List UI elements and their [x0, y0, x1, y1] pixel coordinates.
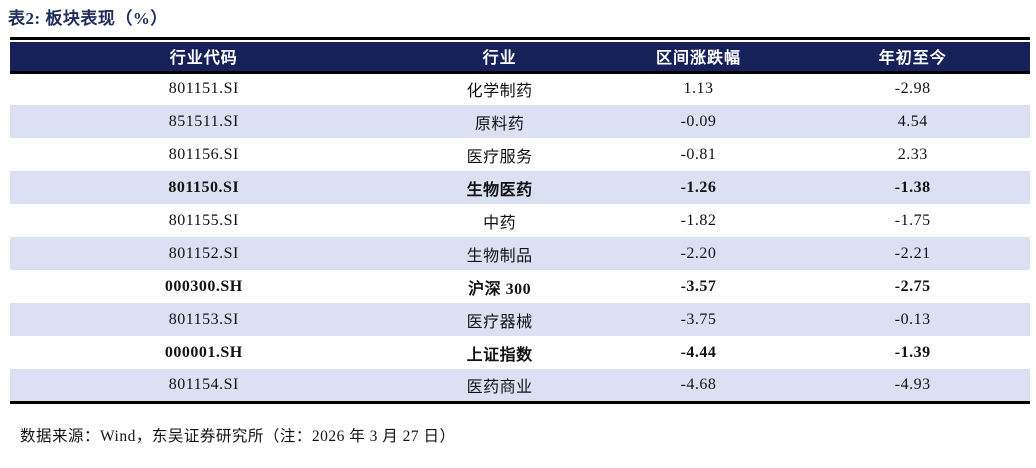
cell-ytd: -4.93 [894, 375, 931, 393]
table-title: 表2: 板块表现（%） [8, 9, 168, 28]
cell-industry: 生物制品 [466, 247, 533, 265]
cell-interval-change: -3.75 [680, 310, 717, 328]
cell-ytd: -1.75 [894, 211, 931, 229]
cell-ytd: -2.21 [894, 244, 931, 262]
cell-industry-code: 801155.SI [168, 211, 239, 229]
cell-industry-code: 801150.SI [168, 178, 240, 196]
cell-interval-change: 1.13 [683, 80, 714, 98]
table-header-row: 行业代码 行业 区间涨跌幅 年初至今 [10, 42, 1030, 74]
data-source-note: 数据来源：Wind，东吴证券研究所（注：2026 年 3 月 27 日） [20, 427, 456, 445]
cell-industry: 沪深 300 [468, 280, 532, 298]
cell-industry-code: 801153.SI [168, 310, 239, 328]
cell-interval-change: -1.26 [680, 178, 717, 196]
cell-industry-code: 801151.SI [168, 80, 239, 98]
sector-performance-table: 行业代码 行业 区间涨跌幅 年初至今 801151.SI 化学制药 1.13 -… [10, 42, 1030, 404]
cell-ytd: 4.54 [897, 112, 928, 130]
cell-interval-change: -1.82 [680, 211, 717, 229]
cell-interval-change: -0.09 [680, 112, 717, 130]
cell-industry-code: 801154.SI [168, 375, 239, 393]
cell-ytd: -0.13 [894, 310, 931, 328]
cell-industry-code: 801156.SI [168, 145, 239, 163]
cell-industry-code: 000300.SH [164, 277, 243, 295]
cell-industry-code: 851511.SI [168, 112, 239, 130]
table-top-rule-gap [10, 40, 1030, 42]
cell-industry: 医疗服务 [466, 148, 533, 166]
cell-ytd: 2.33 [897, 145, 928, 163]
table-row-emphasized: 000300.SH 沪深 300 -3.57 -2.75 [10, 270, 1030, 303]
cell-ytd: -2.75 [894, 277, 931, 295]
table-row: 801154.SI 医药商业 -4.68 -4.93 [10, 369, 1030, 402]
table-row: 801152.SI 生物制品 -2.20 -2.21 [10, 237, 1030, 270]
table-row: 801151.SI 化学制药 1.13 -2.98 [10, 72, 1030, 105]
table-row: 801156.SI 医疗服务 -0.81 2.33 [10, 138, 1030, 171]
cell-industry: 原料药 [474, 115, 525, 133]
cell-ytd: -1.39 [894, 343, 931, 361]
table-body: 801151.SI 化学制药 1.13 -2.98 851511.SI 原料药 … [10, 72, 1030, 402]
column-header-industry-code: 行业代码 [10, 42, 398, 74]
column-header-industry: 行业 [397, 42, 602, 74]
cell-industry: 上证指数 [466, 346, 533, 364]
table-row-emphasized: 000001.SH 上证指数 -4.44 -1.39 [10, 336, 1030, 369]
cell-industry: 医疗器械 [466, 313, 533, 331]
cell-interval-change: -3.57 [680, 277, 717, 295]
cell-ytd: -2.98 [894, 80, 931, 98]
cell-interval-change: -4.44 [680, 343, 717, 361]
cell-interval-change: -2.20 [680, 244, 717, 262]
table-row-emphasized: 801150.SI 生物医药 -1.26 -1.38 [10, 171, 1030, 204]
cell-industry: 中药 [483, 214, 517, 232]
sector-performance-table-wrap: 行业代码 行业 区间涨跌幅 年初至今 801151.SI 化学制药 1.13 -… [10, 37, 1030, 404]
table-row: 801155.SI 中药 -1.82 -1.75 [10, 204, 1030, 237]
cell-interval-change: -0.81 [680, 145, 717, 163]
table-row: 851511.SI 原料药 -0.09 4.54 [10, 105, 1030, 138]
cell-interval-change: -4.68 [680, 375, 717, 393]
column-header-interval-change: 区间涨跌幅 [601, 42, 796, 74]
cell-industry: 化学制药 [466, 83, 533, 101]
cell-industry-code: 801152.SI [168, 244, 239, 262]
cell-industry-code: 000001.SH [164, 343, 243, 361]
table-row: 801153.SI 医疗器械 -3.75 -0.13 [10, 303, 1030, 336]
column-header-ytd: 年初至今 [795, 42, 1030, 74]
cell-industry: 医药商业 [466, 378, 533, 396]
cell-industry: 生物医药 [466, 181, 533, 199]
cell-ytd: -1.38 [894, 178, 931, 196]
table-top-rule [10, 37, 1030, 40]
table-header: 行业代码 行业 区间涨跌幅 年初至今 [10, 42, 1030, 74]
